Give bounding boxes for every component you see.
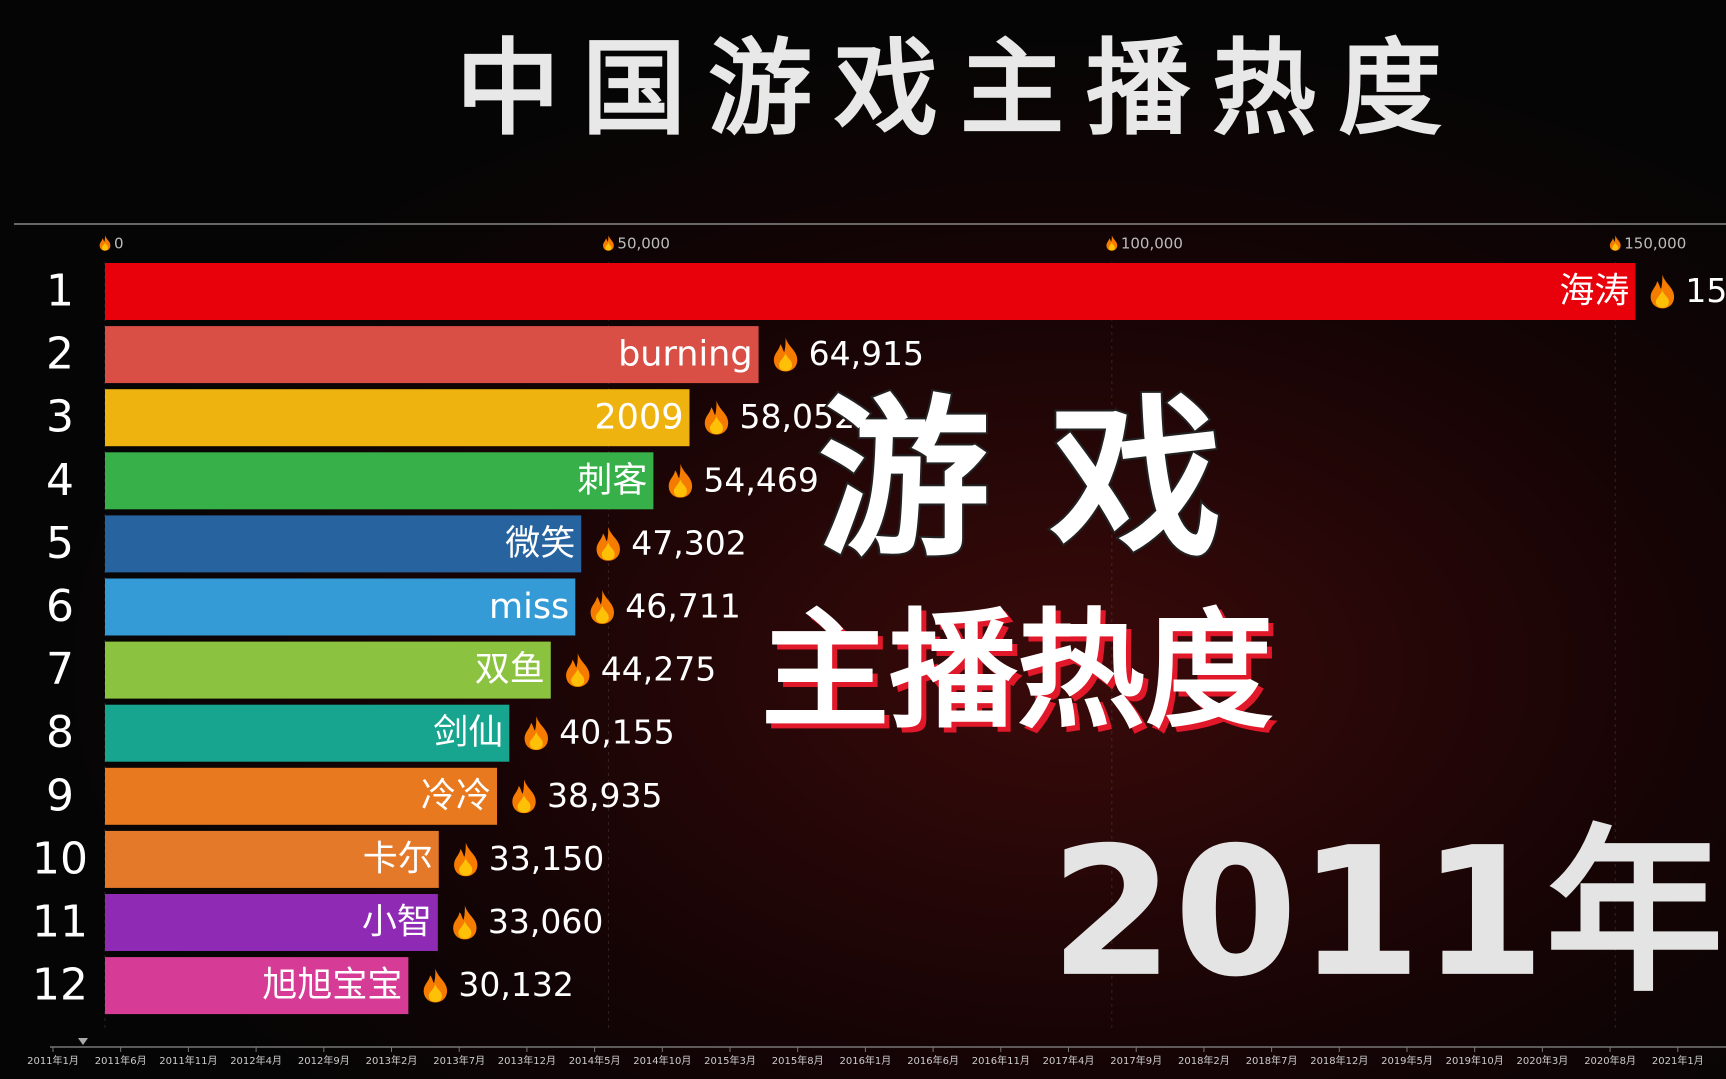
timeline: 2011年1月 2011年6月 2011年11月 2012年4月 2012年9月 2013… — [27, 1047, 1704, 1067]
timeline-label: 2012年9月 — [298, 1054, 350, 1067]
x-tick-label: 0 — [114, 235, 124, 253]
value-label: 46,711 — [625, 587, 740, 626]
overlay-title: 游 戏 — [818, 379, 1222, 580]
value-label: 30,132 — [458, 965, 573, 1004]
overlay-subtitle: 主播热度 — [761, 597, 1273, 746]
timeline-label: 2016年11月 — [972, 1054, 1030, 1067]
x-tick-label: 150,000 — [1624, 235, 1686, 253]
timeline-label: 2018年2月 — [1178, 1054, 1230, 1067]
rank-label: 12 — [32, 960, 88, 1011]
bar — [105, 515, 582, 573]
bar — [105, 452, 654, 510]
rank-label: 10 — [32, 833, 88, 884]
chart-title: 中国游戏主播热度 — [456, 27, 1464, 149]
bar-name: 双鱼 — [475, 650, 545, 690]
bar-name: 刺客 — [577, 461, 647, 501]
bar — [105, 704, 510, 762]
bar-name: 卡尔 — [363, 839, 433, 879]
rank-label: 3 — [46, 392, 74, 443]
value-label: 40,155 — [559, 713, 674, 752]
timeline-label: 2015年3月 — [704, 1054, 756, 1067]
bar — [105, 263, 1636, 320]
bar — [105, 767, 498, 825]
timeline-label: 2020年8月 — [1584, 1054, 1636, 1067]
rank-label: 5 — [46, 518, 74, 569]
period-label: 2011年3月 — [1050, 809, 1726, 1016]
bar — [105, 578, 576, 636]
timeline-label: 2011年1月 — [27, 1054, 79, 1067]
bar-name: miss — [489, 587, 569, 627]
bar-name: 海涛 — [1559, 272, 1629, 312]
value-label: 33,060 — [488, 902, 603, 941]
bar — [105, 326, 759, 384]
bar-name: 2009 — [594, 398, 683, 438]
rank-label: 11 — [32, 897, 88, 948]
timeline-label: 2011年6月 — [95, 1054, 147, 1067]
value-label: 33,150 — [489, 839, 604, 878]
timeline-label: 2018年7月 — [1246, 1054, 1298, 1067]
timeline-label: 2017年4月 — [1043, 1054, 1095, 1067]
value-label: 152,000 — [1685, 271, 1726, 310]
rank-label: 4 — [46, 455, 74, 506]
rank-label: 7 — [46, 644, 74, 695]
bar — [105, 957, 409, 1015]
x-tick-label: 50,000 — [617, 235, 670, 253]
timeline-label: 2015年8月 — [772, 1054, 824, 1067]
timeline-label: 2016年6月 — [907, 1054, 959, 1067]
bar-name: 微笑 — [505, 524, 575, 564]
bar — [105, 389, 690, 447]
timeline-label: 2014年10月 — [633, 1054, 691, 1067]
timeline-label: 2013年2月 — [366, 1054, 418, 1067]
bar — [105, 894, 438, 951]
value-label: 58,052 — [739, 397, 854, 436]
timeline-label: 2019年5月 — [1381, 1054, 1433, 1067]
timeline-label: 2013年7月 — [433, 1054, 485, 1067]
bar-name: burning — [618, 335, 752, 375]
x-tick-label: 100,000 — [1121, 235, 1183, 253]
value-label: 44,275 — [601, 650, 716, 689]
timeline-label: 2012年4月 — [230, 1054, 282, 1067]
rank-label: 6 — [46, 581, 74, 632]
timeline-label: 2011年11月 — [159, 1054, 217, 1067]
timeline-label: 2020年3月 — [1516, 1054, 1568, 1067]
timeline-label: 2021年1月 — [1652, 1054, 1704, 1067]
rank-label: 2 — [46, 329, 74, 380]
rank-label: 9 — [46, 770, 74, 821]
timeline-label: 2014年5月 — [569, 1054, 621, 1067]
value-label: 38,935 — [547, 776, 662, 815]
value-label: 54,469 — [703, 460, 818, 499]
bars: 1海涛152,0002burning64,9153200958,0524刺客54… — [32, 263, 1726, 1015]
timeline-label: 2019年10月 — [1446, 1054, 1504, 1067]
rank-label: 1 — [46, 266, 74, 317]
value-label: 47,302 — [631, 523, 746, 562]
rank-label: 8 — [46, 707, 74, 758]
bar — [105, 830, 439, 888]
timeline-label: 2018年12月 — [1310, 1054, 1368, 1067]
bar-name: 旭旭宝宝 — [262, 966, 402, 1006]
bar-name: 小智 — [362, 903, 432, 943]
value-label: 64,915 — [809, 334, 924, 373]
timeline-marker — [78, 1038, 88, 1045]
bar — [105, 641, 551, 699]
timeline-label: 2013年12月 — [498, 1054, 556, 1067]
timeline-label: 2017年9月 — [1110, 1054, 1162, 1067]
bar-name: 剑仙 — [433, 713, 503, 753]
timeline-label: 2016年1月 — [839, 1054, 891, 1067]
bar-name: 冷冷 — [421, 776, 491, 816]
